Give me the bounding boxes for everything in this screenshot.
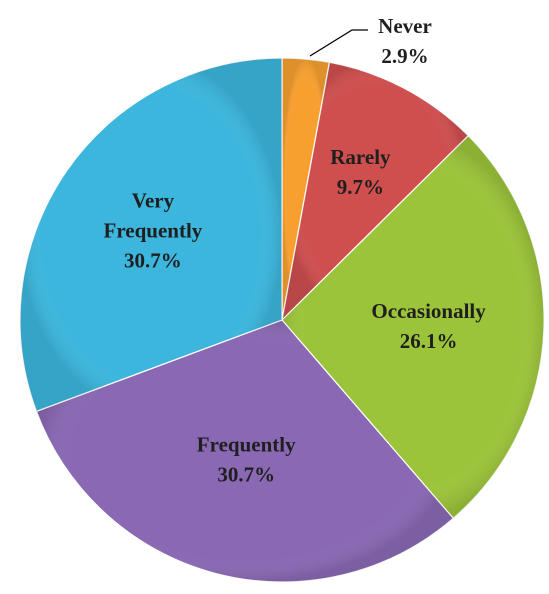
- slice-name: Frequently: [197, 433, 296, 457]
- leader-lines: [309, 29, 368, 57]
- slice-label-frequently: Frequently 30.7%: [197, 433, 296, 487]
- slice-name: Rarely: [330, 145, 391, 169]
- slice-percent: 30.7%: [124, 248, 182, 272]
- slice-label-very-frequently: Very Frequently 30.7%: [104, 188, 203, 272]
- pie-slices: [19, 57, 545, 583]
- slice-percent: 2.9%: [381, 44, 428, 68]
- slice-percent: 26.1%: [400, 329, 458, 353]
- slice-name: Occasionally: [371, 299, 486, 323]
- slice-percent: 30.7%: [217, 463, 275, 487]
- leader-line-never: [309, 29, 368, 57]
- pie-slice-shading: [282, 135, 545, 519]
- slice-name: Never: [378, 14, 432, 38]
- slice-percent: 9.7%: [337, 175, 384, 199]
- pie-slice-shading: [282, 62, 469, 320]
- slice-label-occasionally: Occasionally 26.1%: [371, 299, 486, 353]
- pie-slice-shading: [36, 320, 454, 583]
- pie-slice-shading: [20, 58, 283, 412]
- slice-name: Very: [132, 188, 175, 212]
- slice-label-never: Never 2.9%: [378, 14, 432, 68]
- slice-name: Frequently: [104, 218, 203, 242]
- slice-label-rarely: Rarely 9.7%: [330, 145, 391, 199]
- slice-labels: Never 2.9% Rarely 9.7% Occasionally 26.1% Freq…: [104, 14, 487, 487]
